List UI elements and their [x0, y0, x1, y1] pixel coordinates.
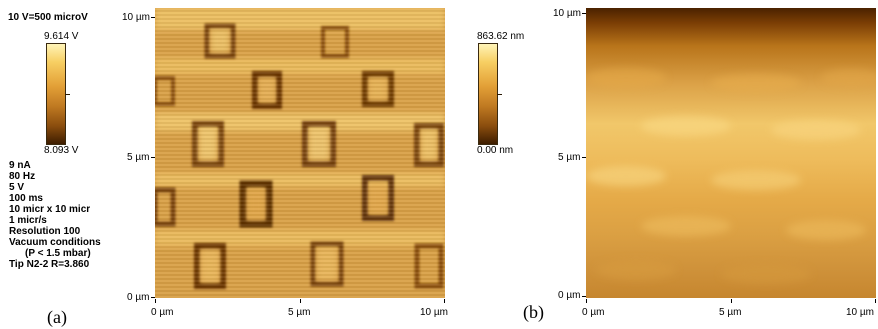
color-scale-tick	[65, 94, 70, 95]
x-tick-label-b-right: 10 µm	[846, 307, 874, 318]
scan-parameters: 9 nA 80 Hz 5 V 100 ms 10 micr x 10 micr …	[9, 160, 101, 270]
current-image-texture	[155, 8, 445, 298]
param-vacuum: Vacuum conditions	[9, 237, 101, 248]
color-scale-bar-a	[46, 43, 70, 145]
y-tick-label-a-mid: 5 µm	[127, 152, 150, 163]
param-scan-size: 10 micr x 10 micr	[9, 204, 91, 215]
x-tick-label-b-mid: 5 µm	[719, 307, 742, 318]
param-current: 9 nA	[9, 160, 31, 171]
scale-header: 10 V=500 microV	[8, 12, 88, 23]
y-tick-label-a-top: 10 µm	[122, 12, 150, 23]
param-tip: Tip N2-2 R=3.860	[9, 259, 90, 270]
y-tick-label-a-bottom: 0 µm	[127, 292, 150, 303]
color-scale-tick-b	[497, 94, 502, 95]
x-tick-label-b-left: 0 µm	[582, 307, 605, 318]
x-tick-label-a-mid: 5 µm	[288, 307, 311, 318]
x-tick-label-a-right: 10 µm	[420, 307, 448, 318]
y-tick-label-b-mid: 5 µm	[558, 152, 581, 163]
param-pressure: (P < 1.5 mbar)	[25, 248, 91, 259]
scale-min-label-b: 0.00 nm	[477, 145, 514, 156]
scale-max-label: 9.614 V	[44, 31, 79, 42]
scale-min-label: 8.093 V	[44, 145, 79, 156]
panel-label-b: (b)	[523, 302, 544, 322]
param-frequency: 80 Hz	[9, 171, 36, 182]
color-scale-bar-b	[478, 43, 502, 145]
topography-image-b	[586, 8, 876, 298]
y-tick-label-b-top: 10 µm	[553, 8, 581, 19]
param-time: 100 ms	[9, 193, 43, 204]
current-image-a	[155, 8, 445, 298]
param-scan-speed: 1 micr/s	[9, 215, 47, 226]
param-voltage: 5 V	[9, 182, 25, 193]
panel-label-a: (a)	[47, 307, 67, 327]
y-tick-label-b-bottom: 0 µm	[558, 290, 581, 301]
topography-image-texture	[586, 68, 876, 284]
x-tick-label-a-left: 0 µm	[151, 307, 174, 318]
param-resolution: Resolution 100	[9, 226, 81, 237]
scale-max-label-b: 863.62 nm	[477, 31, 525, 42]
